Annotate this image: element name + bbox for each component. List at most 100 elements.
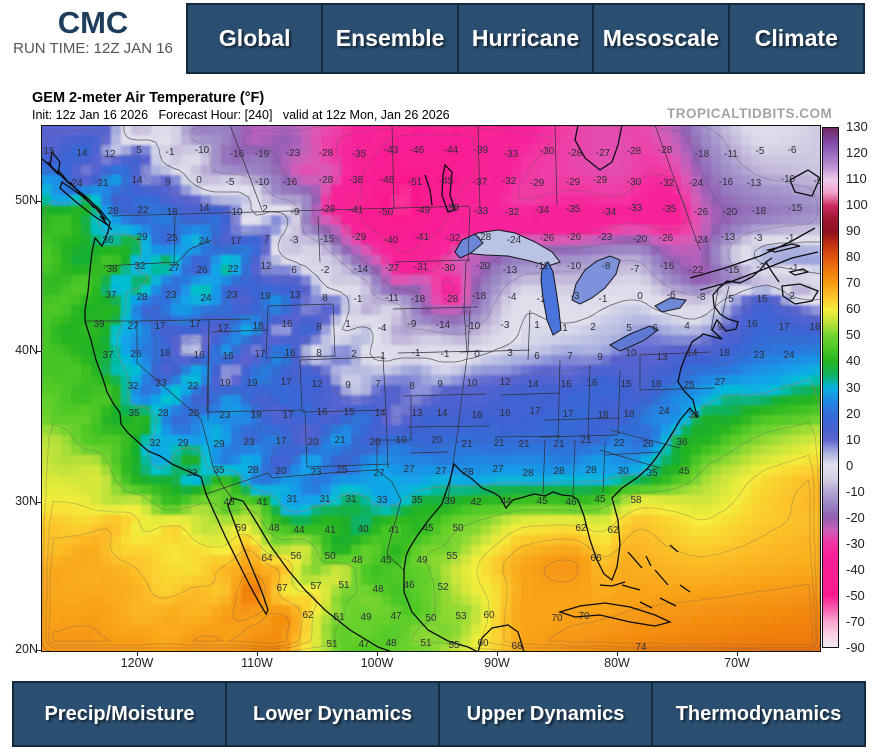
- svg-text:-6: -6: [667, 290, 676, 301]
- svg-text:19: 19: [259, 291, 271, 302]
- svg-text:14: 14: [76, 148, 88, 159]
- svg-text:52: 52: [437, 582, 449, 593]
- svg-text:31: 31: [319, 494, 331, 505]
- svg-text:26: 26: [130, 349, 142, 360]
- svg-text:31: 31: [345, 494, 357, 505]
- svg-text:17: 17: [189, 319, 201, 330]
- svg-text:16: 16: [471, 410, 483, 421]
- svg-text:-20: -20: [476, 261, 491, 272]
- svg-text:33: 33: [186, 468, 198, 479]
- svg-text:-35: -35: [662, 204, 677, 215]
- svg-text:13: 13: [411, 408, 423, 419]
- svg-text:-49: -49: [416, 205, 431, 216]
- svg-text:21: 21: [493, 438, 505, 449]
- svg-text:27: 27: [435, 466, 447, 477]
- svg-text:48: 48: [223, 497, 235, 508]
- svg-text:-10: -10: [567, 261, 582, 272]
- svg-text:-4: -4: [508, 292, 517, 303]
- svg-text:-14: -14: [436, 320, 451, 331]
- svg-text:46: 46: [403, 580, 415, 591]
- svg-text:51: 51: [326, 639, 338, 650]
- svg-text:-15: -15: [320, 234, 335, 245]
- svg-text:28: 28: [522, 468, 534, 479]
- svg-text:27: 27: [403, 464, 415, 475]
- svg-text:-38: -38: [349, 175, 364, 186]
- svg-text:-1: -1: [441, 349, 450, 360]
- svg-text:-1: -1: [786, 233, 795, 244]
- svg-text:27: 27: [373, 468, 385, 479]
- svg-text:-44: -44: [444, 145, 459, 156]
- svg-text:13: 13: [656, 352, 668, 363]
- svg-text:12: 12: [104, 149, 116, 160]
- svg-text:-13: -13: [747, 178, 762, 189]
- svg-text:15: 15: [620, 379, 632, 390]
- svg-text:-23: -23: [286, 148, 301, 159]
- svg-text:-24: -24: [694, 235, 709, 246]
- svg-text:27: 27: [168, 263, 180, 274]
- svg-text:21: 21: [580, 435, 592, 446]
- svg-text:2: 2: [262, 204, 268, 215]
- svg-text:24: 24: [198, 236, 210, 247]
- svg-text:17: 17: [154, 321, 166, 332]
- svg-text:0: 0: [196, 175, 202, 186]
- svg-text:2: 2: [351, 349, 357, 360]
- svg-text:-13: -13: [721, 232, 736, 243]
- svg-text:22: 22: [227, 264, 239, 275]
- svg-text:-16: -16: [719, 177, 734, 188]
- svg-text:47: 47: [358, 639, 370, 650]
- svg-text:-24: -24: [689, 178, 704, 189]
- svg-text:9: 9: [597, 352, 603, 363]
- svg-text:32: 32: [127, 381, 139, 392]
- svg-text:-32: -32: [502, 176, 517, 187]
- svg-text:-10: -10: [466, 321, 481, 332]
- svg-text:-37: -37: [473, 177, 488, 188]
- svg-text:51: 51: [420, 638, 432, 649]
- svg-text:-35: -35: [566, 204, 581, 215]
- svg-text:14: 14: [686, 348, 698, 359]
- svg-text:-20: -20: [633, 234, 648, 245]
- svg-text:16: 16: [586, 378, 598, 389]
- svg-text:22: 22: [613, 438, 625, 449]
- svg-text:-8: -8: [602, 261, 611, 272]
- svg-text:22: 22: [137, 205, 149, 216]
- svg-text:-5: -5: [756, 146, 765, 157]
- svg-text:9: 9: [345, 380, 351, 391]
- svg-text:16: 16: [222, 351, 234, 362]
- svg-text:35: 35: [213, 465, 225, 476]
- svg-text:-29: -29: [352, 232, 367, 243]
- svg-text:27: 27: [714, 377, 726, 388]
- svg-text:22: 22: [187, 381, 199, 392]
- svg-text:4: 4: [684, 321, 690, 332]
- svg-text:30: 30: [617, 466, 629, 477]
- svg-text:17: 17: [280, 377, 292, 388]
- svg-text:-34: -34: [535, 205, 550, 216]
- svg-text:18: 18: [597, 410, 609, 421]
- svg-text:-9: -9: [814, 176, 821, 187]
- svg-text:57: 57: [310, 581, 322, 592]
- svg-text:-26: -26: [659, 233, 674, 244]
- svg-text:10: 10: [466, 378, 478, 389]
- svg-text:42: 42: [470, 497, 482, 508]
- svg-text:45: 45: [422, 523, 434, 534]
- svg-text:18: 18: [718, 348, 730, 359]
- svg-text:25: 25: [188, 408, 200, 419]
- svg-text:13: 13: [289, 290, 301, 301]
- svg-text:-13: -13: [503, 265, 518, 276]
- svg-text:58: 58: [630, 495, 642, 506]
- svg-text:14: 14: [131, 175, 143, 186]
- svg-text:33: 33: [376, 495, 388, 506]
- svg-text:-3: -3: [290, 235, 299, 246]
- svg-text:29: 29: [136, 232, 148, 243]
- svg-text:38: 38: [106, 264, 118, 275]
- svg-text:59: 59: [235, 523, 247, 534]
- svg-text:26: 26: [642, 439, 654, 450]
- svg-text:1: 1: [380, 351, 386, 362]
- svg-text:16: 16: [193, 350, 205, 361]
- svg-text:5: 5: [136, 145, 142, 156]
- svg-text:21: 21: [553, 439, 565, 450]
- svg-text:-28: -28: [627, 146, 642, 157]
- svg-text:23: 23: [243, 437, 255, 448]
- svg-text:-28: -28: [321, 204, 336, 215]
- svg-text:17: 17: [217, 323, 229, 334]
- svg-text:12: 12: [311, 379, 323, 390]
